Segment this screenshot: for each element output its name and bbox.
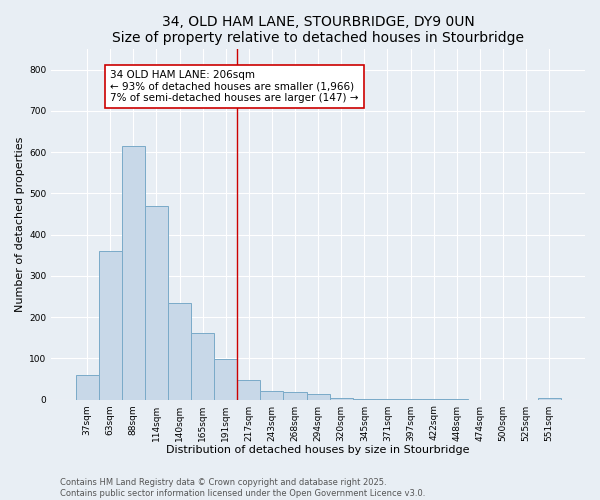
X-axis label: Distribution of detached houses by size in Stourbridge: Distribution of detached houses by size … — [166, 445, 470, 455]
Bar — [76, 375, 98, 400]
Bar — [145, 206, 168, 400]
Text: 34 OLD HAM LANE: 206sqm
← 93% of detached houses are smaller (1,966)
7% of semi-: 34 OLD HAM LANE: 206sqm ← 93% of detache… — [110, 70, 359, 103]
Bar — [214, 359, 237, 400]
Bar — [307, 394, 329, 400]
Bar — [283, 392, 307, 400]
Bar — [98, 251, 122, 400]
Bar — [353, 399, 376, 400]
Title: 34, OLD HAM LANE, STOURBRIDGE, DY9 0UN
Size of property relative to detached hou: 34, OLD HAM LANE, STOURBRIDGE, DY9 0UN S… — [112, 15, 524, 45]
Y-axis label: Number of detached properties: Number of detached properties — [15, 136, 25, 312]
Bar — [538, 398, 561, 400]
Bar — [260, 391, 283, 400]
Bar — [376, 399, 399, 400]
Bar — [329, 398, 353, 400]
Bar — [168, 302, 191, 400]
Bar — [122, 146, 145, 400]
Bar — [191, 333, 214, 400]
Bar — [237, 380, 260, 400]
Text: Contains HM Land Registry data © Crown copyright and database right 2025.
Contai: Contains HM Land Registry data © Crown c… — [60, 478, 425, 498]
